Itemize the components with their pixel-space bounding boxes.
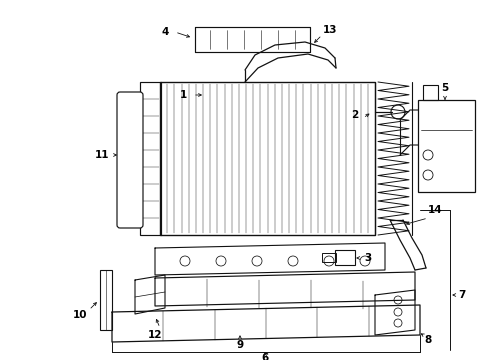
Text: 8: 8 (424, 335, 432, 345)
Text: 10: 10 (73, 310, 87, 320)
Text: 13: 13 (323, 25, 337, 35)
Text: 12: 12 (148, 330, 162, 340)
Text: 3: 3 (365, 253, 371, 263)
FancyBboxPatch shape (117, 92, 143, 228)
Text: 4: 4 (161, 27, 169, 37)
Text: 9: 9 (237, 340, 244, 350)
Text: 6: 6 (261, 353, 269, 360)
Polygon shape (418, 100, 475, 192)
Text: 1: 1 (179, 90, 187, 100)
Text: 11: 11 (95, 150, 109, 160)
Text: 5: 5 (441, 83, 449, 93)
Text: 7: 7 (458, 290, 466, 300)
Text: 2: 2 (351, 110, 359, 120)
Text: 14: 14 (428, 205, 442, 215)
